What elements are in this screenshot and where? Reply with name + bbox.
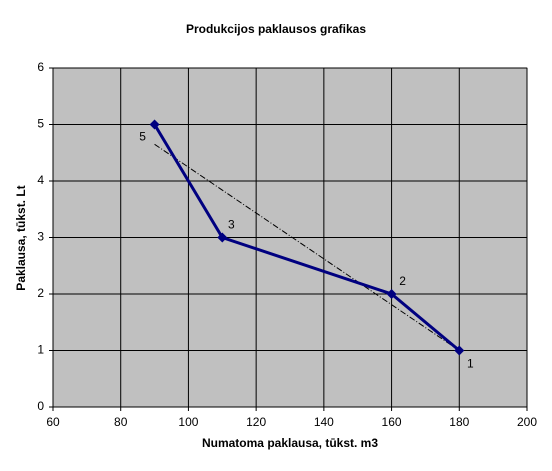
- point: [217, 232, 228, 243]
- point-label: 5: [139, 130, 146, 144]
- point-label: 1: [467, 357, 474, 371]
- y-tick-label: 1: [37, 343, 44, 357]
- x-tick-label: 180: [449, 415, 469, 429]
- x-tick-label: 120: [246, 415, 266, 429]
- y-tick-label: 5: [37, 117, 44, 131]
- chart-title: Produkcijos paklausos grafikas: [186, 22, 366, 36]
- series-line: [153, 123, 461, 352]
- y-tick-label: 0: [37, 399, 44, 413]
- point-label: 3: [228, 218, 235, 232]
- x-tick-label: 200: [517, 415, 537, 429]
- x-tick-label: 100: [178, 415, 198, 429]
- x-axis-label: Numatoma paklausa, tūkst. m3: [202, 436, 378, 450]
- x-tick-label: 80: [114, 415, 128, 429]
- y-tick-label: 6: [37, 60, 44, 74]
- y-tick-label: 2: [37, 286, 44, 300]
- point: [454, 345, 465, 356]
- x-tick-label: 140: [314, 415, 334, 429]
- y-tick-label: 4: [37, 173, 44, 187]
- x-tick-label: 160: [382, 415, 402, 429]
- x-tick-label: 60: [46, 415, 60, 429]
- point-label: 2: [399, 274, 406, 288]
- y-tick-label: 3: [37, 230, 44, 244]
- point: [386, 289, 397, 299]
- y-axis-label: Paklausa, tūkst. Lt: [14, 185, 28, 290]
- point: [149, 119, 160, 130]
